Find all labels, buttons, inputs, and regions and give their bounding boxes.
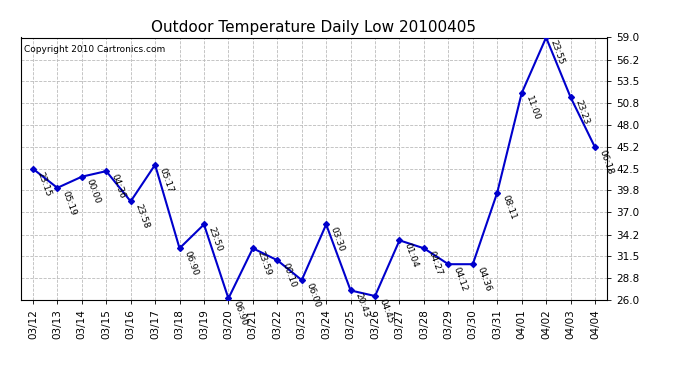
Text: 23:58: 23:58 [133, 203, 150, 230]
Text: 01:04: 01:04 [402, 242, 420, 269]
Text: 03:30: 03:30 [329, 226, 346, 253]
Text: 04:12: 04:12 [451, 266, 469, 293]
Title: Outdoor Temperature Daily Low 20100405: Outdoor Temperature Daily Low 20100405 [151, 20, 477, 35]
Text: 00:10: 00:10 [280, 262, 297, 289]
Text: 05:17: 05:17 [158, 166, 175, 194]
Text: 00:00: 00:00 [85, 178, 102, 206]
Text: 06:90: 06:90 [231, 300, 248, 327]
Text: 23:23: 23:23 [573, 99, 591, 126]
Text: 04:27: 04:27 [426, 250, 444, 277]
Text: 08:11: 08:11 [500, 194, 518, 221]
Text: 23:59: 23:59 [255, 250, 273, 277]
Text: 06:00: 06:00 [304, 282, 322, 309]
Text: 04:36: 04:36 [475, 266, 493, 293]
Text: 04:45: 04:45 [378, 297, 395, 325]
Text: 23:55: 23:55 [549, 39, 566, 66]
Text: Copyright 2010 Cartronics.com: Copyright 2010 Cartronics.com [23, 45, 165, 54]
Text: 23:15: 23:15 [36, 170, 53, 197]
Text: 04:36: 04:36 [109, 172, 126, 200]
Text: 20:43: 20:43 [353, 292, 371, 319]
Text: 06:18: 06:18 [598, 148, 615, 176]
Text: 11:00: 11:00 [524, 94, 542, 122]
Text: 06:90: 06:90 [182, 250, 199, 277]
Text: 05:19: 05:19 [60, 189, 77, 217]
Text: 23:50: 23:50 [207, 226, 224, 253]
